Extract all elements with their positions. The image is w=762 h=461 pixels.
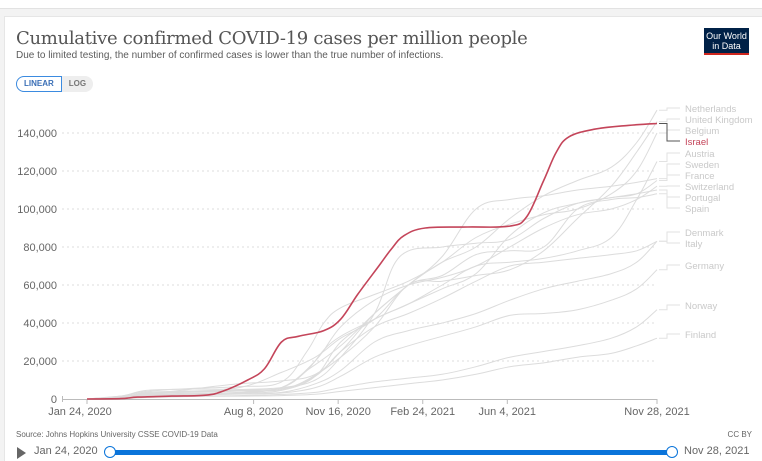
timeline: Jan 24, 2020 Nov 28, 2021 [0,444,762,460]
label-connector [659,108,680,110]
series-label-switzerland: Switzerland [685,182,734,193]
series-label-germany: Germany [685,261,724,272]
label-connector [659,232,680,241]
label-connector [659,130,680,133]
x-tick-label: Jun 4, 2021 [479,406,537,418]
series-label-finland: Finland [685,330,716,341]
play-icon[interactable] [17,447,26,459]
label-connector [659,175,680,181]
series-line-united-kingdom [87,122,657,399]
timeline-end-handle[interactable] [666,446,678,458]
label-connector [659,194,680,208]
x-tick-label: Nov 28, 2021 [624,406,689,418]
series-label-austria: Austria [685,149,715,160]
y-tick-label: 40,000 [23,318,57,330]
background-series [87,110,657,399]
label-connector [659,334,680,338]
label-connector [659,153,680,162]
timeline-start-handle[interactable] [104,446,116,458]
y-axis: 0 20,000 40,000 60,000 80,000 100,000 120,000 1… [17,128,57,406]
label-connector [659,265,680,270]
timeline-track[interactable] [111,450,672,455]
y-tick-label: 80,000 [23,242,57,254]
y-tick-label: 140,000 [17,128,57,140]
series-label-italy: Italy [685,239,703,250]
series-line-france [87,181,657,400]
series-label-netherlands: Netherlands [685,104,736,115]
x-tick-label: Feb 24, 2021 [390,406,455,418]
series-line-netherlands [87,110,657,399]
series-label-united-kingdom: United Kingdom [685,115,753,126]
label-connector [659,119,680,122]
series-label-sweden: Sweden [685,160,719,171]
series-line-portugal [87,190,657,399]
series-label-belgium: Belgium [685,126,719,137]
timeline-start-label: Jan 24, 2020 [34,445,98,457]
series-label-france: France [685,171,715,182]
y-tick-label: 60,000 [23,280,57,292]
license-link[interactable]: CC BY [728,430,752,439]
series-label-norway: Norway [685,301,717,312]
series-label-spain: Spain [685,204,709,215]
y-tick-label: 0 [51,394,57,406]
series-line-switzerland [87,186,657,399]
source-note[interactable]: Source: Johns Hopkins University CSSE CO… [16,430,218,439]
y-tick-label: 100,000 [17,204,57,216]
y-tick-label: 120,000 [17,166,57,178]
label-connector [659,164,680,179]
label-connector [659,241,680,243]
series-line-germany [87,270,657,399]
series-label-denmark: Denmark [685,228,724,239]
timeline-end-label: Nov 28, 2021 [684,445,749,457]
series-label-portugal: Portugal [685,193,720,204]
y-tick-label: 20,000 [23,356,57,368]
label-connector [659,124,680,142]
x-tick-label: Nov 16, 2020 [305,406,370,418]
series-label-israel: Israel [685,137,708,148]
series-line-belgium [87,133,657,399]
label-connector [659,305,680,310]
x-axis: Jan 24, 2020 Aug 8, 2020 Nov 16, 2020 Feb 2… [48,396,690,418]
x-tick-label: Aug 8, 2020 [224,406,283,418]
x-tick-label: Jan 24, 2020 [48,406,112,418]
series-line-austria [87,162,657,400]
series-line-sweden [87,179,657,399]
